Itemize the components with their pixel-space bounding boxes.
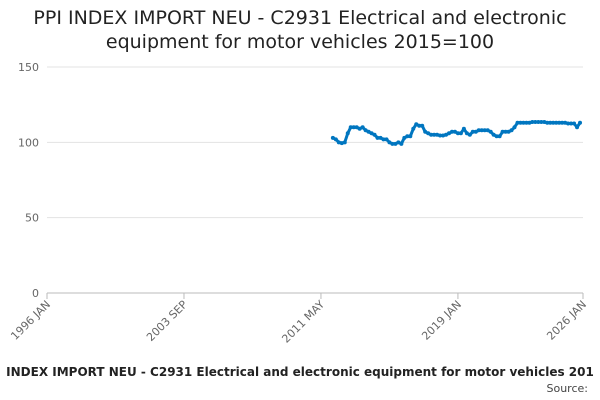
data-point bbox=[354, 125, 359, 130]
data-point bbox=[357, 126, 362, 131]
data-point bbox=[408, 134, 413, 139]
data-point bbox=[452, 129, 457, 134]
data-point bbox=[533, 119, 538, 124]
x-tick-label: 1996 JAN bbox=[8, 298, 53, 343]
data-point bbox=[494, 134, 499, 139]
data-point bbox=[330, 135, 335, 140]
data-point bbox=[375, 135, 380, 140]
data-point bbox=[396, 140, 401, 145]
data-point bbox=[405, 134, 410, 139]
y-tick-label: 150 bbox=[18, 61, 39, 74]
data-point bbox=[485, 128, 490, 133]
data-point bbox=[372, 132, 377, 137]
x-tick-label: 2026 JAN bbox=[544, 298, 589, 343]
data-point bbox=[521, 120, 526, 125]
data-point bbox=[387, 140, 392, 145]
data-point bbox=[566, 121, 571, 126]
data-point bbox=[381, 137, 386, 142]
footer-title: INDEX IMPORT NEU - C2931 Electrical and … bbox=[6, 365, 594, 379]
data-point bbox=[455, 131, 460, 136]
data-point bbox=[348, 125, 353, 130]
chart-title: PPI INDEX IMPORT NEU - C2931 Electrical … bbox=[33, 7, 567, 53]
data-point bbox=[420, 123, 425, 128]
data-point bbox=[464, 131, 469, 136]
data-point bbox=[557, 120, 562, 125]
data-point bbox=[423, 129, 428, 134]
data-point bbox=[384, 137, 389, 142]
data-point bbox=[333, 137, 338, 142]
y-tick-label: 50 bbox=[25, 212, 39, 225]
data-point bbox=[479, 128, 484, 133]
data-point bbox=[500, 129, 505, 134]
data-point bbox=[518, 120, 523, 125]
data-point bbox=[345, 131, 350, 136]
data-point bbox=[417, 123, 422, 128]
data-point bbox=[569, 121, 574, 126]
y-tick-label: 100 bbox=[18, 136, 39, 149]
data-point bbox=[482, 128, 487, 133]
data-point bbox=[560, 120, 565, 125]
data-point bbox=[536, 119, 541, 124]
x-tick-label: 2019 JAN bbox=[419, 298, 464, 343]
data-point bbox=[461, 126, 466, 131]
data-point bbox=[539, 119, 544, 124]
data-point bbox=[497, 134, 502, 139]
data-point bbox=[429, 132, 434, 137]
data-point bbox=[467, 132, 472, 137]
data-point bbox=[578, 120, 583, 125]
data-point bbox=[411, 126, 416, 131]
data-point bbox=[366, 129, 371, 134]
x-tick-label: 2011 MAY bbox=[279, 298, 327, 346]
data-point bbox=[476, 128, 481, 133]
data-point bbox=[509, 128, 514, 133]
data-point bbox=[572, 121, 577, 126]
data-point bbox=[449, 129, 454, 134]
source: Source: bbox=[547, 382, 589, 395]
data-point bbox=[414, 122, 419, 127]
data-point bbox=[402, 135, 407, 140]
y-tick-label: 0 bbox=[32, 287, 39, 300]
data-point bbox=[512, 125, 517, 130]
data-point bbox=[575, 125, 580, 130]
data-point bbox=[545, 120, 550, 125]
data-point bbox=[360, 125, 365, 130]
data-point bbox=[369, 131, 374, 136]
data-point bbox=[491, 132, 496, 137]
data-point bbox=[342, 140, 347, 145]
data-point bbox=[488, 129, 493, 134]
x-tick-label: 2003 SEP bbox=[144, 298, 190, 344]
data-point bbox=[548, 120, 553, 125]
data-point bbox=[432, 132, 437, 137]
data-point bbox=[393, 141, 398, 146]
data-point bbox=[399, 141, 404, 146]
data-point bbox=[438, 133, 443, 138]
data-point bbox=[551, 120, 556, 125]
data-point bbox=[506, 129, 511, 134]
data-point bbox=[458, 131, 463, 136]
data-point bbox=[351, 125, 356, 130]
data-point bbox=[447, 131, 451, 136]
data-point bbox=[473, 129, 478, 134]
data-point bbox=[503, 129, 508, 134]
data-point bbox=[390, 141, 395, 146]
data-point bbox=[515, 120, 520, 125]
data-point bbox=[426, 131, 431, 136]
data-point bbox=[363, 128, 368, 133]
data-point bbox=[470, 129, 475, 134]
data-point bbox=[524, 120, 529, 125]
data-point bbox=[444, 132, 449, 137]
data-point bbox=[554, 120, 559, 125]
data-point bbox=[530, 119, 535, 124]
data-point bbox=[378, 135, 383, 140]
